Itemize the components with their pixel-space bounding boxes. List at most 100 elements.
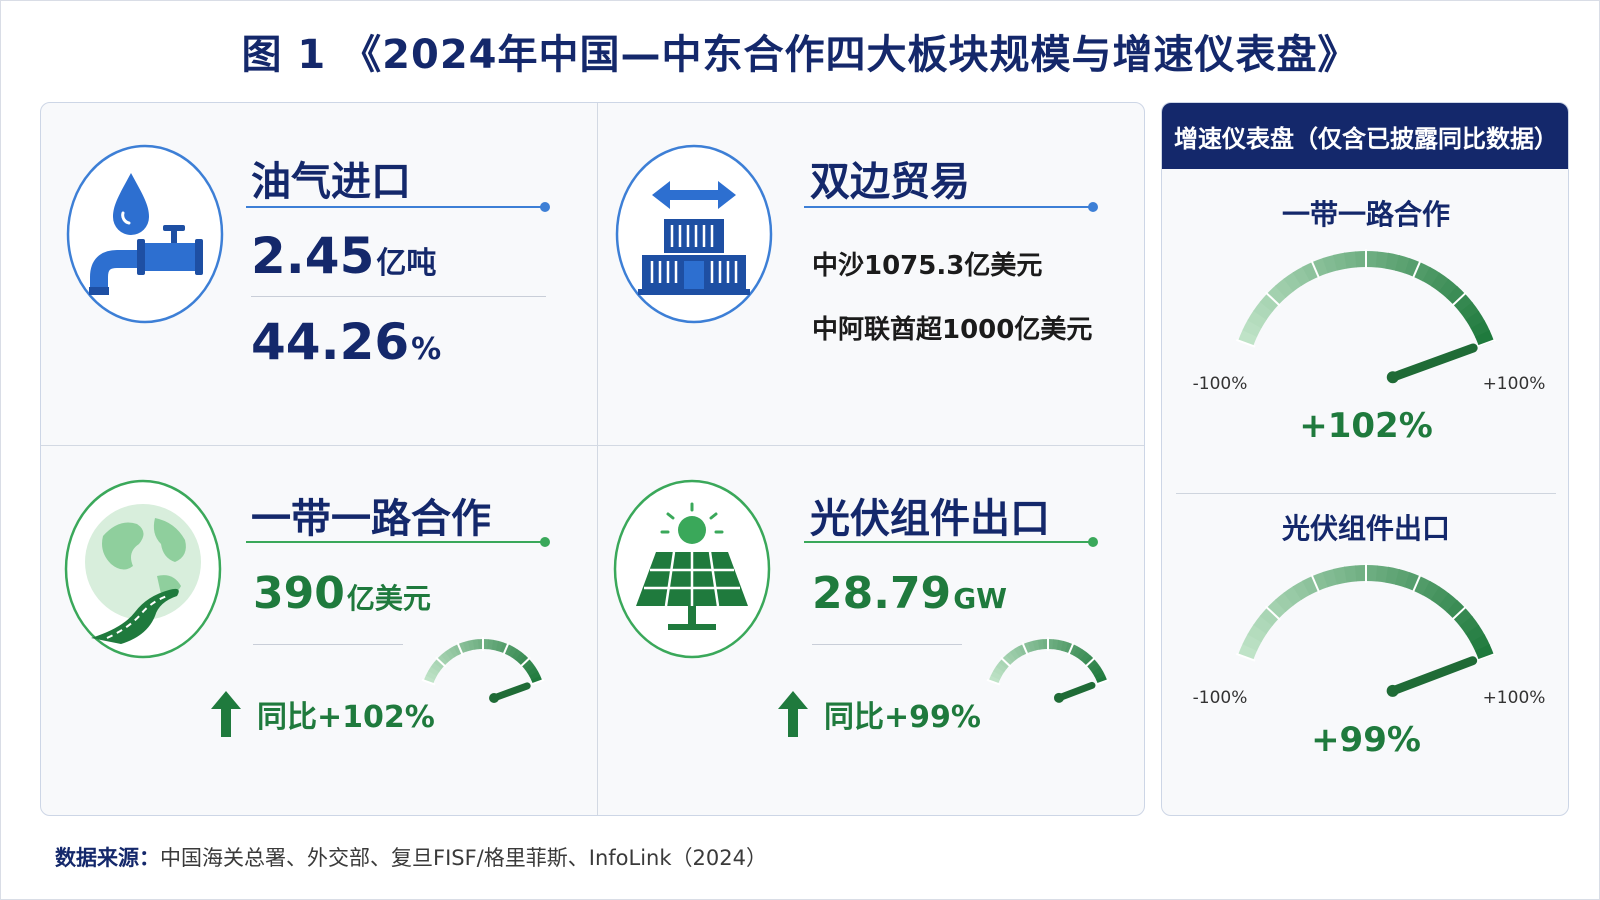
mini-gauge-bri-arc-segment [428, 666, 440, 677]
gauge-bri-tick [1411, 259, 1422, 280]
mini-gauge-bri-tick [519, 656, 531, 668]
mini-gauge-pv-arc-segment [1037, 639, 1045, 650]
mini-gauge-pv-arc-segment [1009, 648, 1020, 660]
pv-yoy: 同比+99% [778, 691, 981, 737]
gauge-bri-tick [1476, 338, 1497, 348]
pv-export-value: 28.79 [812, 568, 952, 619]
mini-gauge-bri-arc-segment [515, 651, 526, 663]
mini-gauge-pv-needle [1055, 681, 1096, 702]
gauge-bri-arc-segment [1253, 301, 1273, 320]
bri-yoy: 同比+102% [211, 691, 435, 737]
mini-gauge-pv-tick [986, 678, 1001, 686]
mini-gauge-pv-arc-segment [1023, 642, 1032, 654]
bri-title-underline [246, 537, 550, 547]
gauge-pv-arc-segment [1446, 599, 1466, 620]
panel-header: 增速仪表盘（仅含已披露同比数据） [1162, 103, 1568, 169]
gauge-bri-arc-segment [1333, 252, 1348, 271]
oil-volume: 2.45亿吨 [251, 227, 436, 285]
mini-gauge-bri-arc-segment [524, 662, 536, 673]
gauge-pv-needle-hub [1386, 684, 1399, 697]
mini-gauge-pv-arc-segment [1089, 662, 1101, 673]
growth-gauge-panel: 增速仪表盘（仅含已披露同比数据） 一带一路合作 0% -100% +100% +102… [1161, 102, 1569, 816]
mini-gauge-bri-arc-segment [467, 639, 475, 651]
gauge-bri-arc-segment [1446, 285, 1466, 306]
gauge-pv-arc-segment [1430, 586, 1450, 607]
mini-gauge-pv-tick [1000, 656, 1012, 668]
gauge-pv-tick [1235, 652, 1256, 662]
container-trade-icon [615, 144, 773, 324]
pv-yoy-label: 同比+99% [824, 700, 981, 735]
gauge-bri-tick [1310, 259, 1321, 280]
gauge-pv-tick [1264, 605, 1281, 621]
gauge-pv-mid-label: 0% [1353, 551, 1380, 554]
gauge-pv-arc-segment [1422, 580, 1441, 601]
oil-share-unit: % [411, 332, 442, 367]
mini-gauge-pv-arc-segment [1060, 640, 1069, 652]
trade-title-underline [804, 202, 1098, 212]
panel-separator [1176, 493, 1556, 494]
gauge-title-pv: 光伏组件出口 [1281, 512, 1450, 545]
mini-gauge-bri-arc-segment [448, 646, 459, 658]
mini-gauge-pv-arc-segment [988, 675, 1000, 684]
mini-gauge-pv-tick [1067, 641, 1075, 656]
gauge-bri-arc-segment [1274, 278, 1294, 298]
oil-volume-unit: 亿吨 [376, 246, 437, 281]
gauge-bri-min-label: -100% [1193, 374, 1248, 394]
gauge-bri-arc-segment [1283, 272, 1302, 292]
oil-separator [251, 296, 546, 297]
gauge-pv-arc-segment [1375, 565, 1389, 583]
mini-gauge-pv-arc-segment [990, 670, 1002, 680]
mini-gauge-bri-arc-segment [531, 675, 543, 685]
mini-gauge-pv-arc-segment [1032, 639, 1040, 651]
gauge-bri-arc-segment [1259, 292, 1280, 313]
mini-gauge-pv-arc-segment [1048, 639, 1054, 650]
mini-gauge-pv-arc-segment [1083, 655, 1095, 666]
gauge-pv-arc-segment [1267, 599, 1287, 619]
gauge-bri-arc-segment [1247, 310, 1267, 329]
trade-saudi: 中沙1075.3亿美元 [812, 251, 1043, 281]
mini-gauge-bri-arc-segment [491, 639, 499, 651]
gauge-bri-arc-segment [1438, 278, 1458, 299]
gauge-bri-arc-segment [1453, 293, 1473, 313]
mini-gauge-bri-arc-segment [440, 651, 452, 663]
gauge-bri-arc-segment [1343, 251, 1358, 269]
mini-gauge-bri-tick [502, 641, 510, 656]
gauge-bri-arc-segment [1242, 319, 1262, 337]
mini-gauge-bri-tick [421, 678, 436, 686]
gauge-pv-value-label: +99% [1311, 720, 1421, 760]
gauge-pv-arc-segment [1453, 607, 1473, 627]
mini-gauge-pv-arc-segment [1068, 644, 1078, 656]
mini-gauge-bri-arc-segment [529, 671, 541, 681]
gauge-bri-arc-segment [1292, 266, 1311, 286]
mini-gauge-bri-arc-segment [444, 648, 455, 660]
pv-title: 光伏组件出口 [810, 496, 1050, 542]
pv-export-volume: 28.79GW [812, 568, 1007, 619]
mini-gauge-pv-needle-hub [1053, 692, 1064, 703]
gauge-bri-arc-segment [1430, 272, 1450, 293]
gauge-pv-arc-segment [1343, 565, 1358, 583]
bri-investment-value: 390 [253, 568, 345, 619]
pv-separator [812, 644, 962, 645]
mini-gauge-bri-arc-segment [526, 666, 539, 677]
gauge-bri-tick [1264, 291, 1281, 307]
oil-volume-value: 2.45 [251, 227, 375, 285]
gauge-pv-arc-segment [1333, 566, 1348, 585]
trade-uae: 中阿联酋超1000亿美元 [812, 315, 1093, 345]
mini-gauge-pv-tick [1084, 656, 1096, 668]
mini-gauge-pv-arc-segment [1064, 642, 1074, 654]
mini-gauge-pv-arc-segment [1076, 648, 1087, 661]
pv-export-unit: GW [953, 582, 1008, 615]
gauge-bri-tick [1451, 291, 1468, 307]
gauge-pv-arc-segment [1322, 568, 1338, 588]
gauge-bri-arc-segment [1366, 251, 1379, 268]
gauge-bri-arc-segment [1465, 310, 1486, 329]
mini-gauge-bri-tick [530, 678, 545, 686]
gauge-bri-arc-segment [1422, 266, 1441, 287]
gauge-pv-tick [1310, 573, 1321, 594]
gauge-bri-needle [1388, 343, 1478, 382]
mini-gauge-pv-arc-segment [1005, 651, 1017, 663]
arrow-up-icon [211, 691, 241, 737]
data-source-text: 中国海关总署、外交部、复旦FISF/格里菲斯、InfoLink（2024） [160, 846, 767, 870]
oil-share: 44.26% [251, 313, 441, 371]
gauge-pv-arc-segment [1283, 586, 1302, 606]
